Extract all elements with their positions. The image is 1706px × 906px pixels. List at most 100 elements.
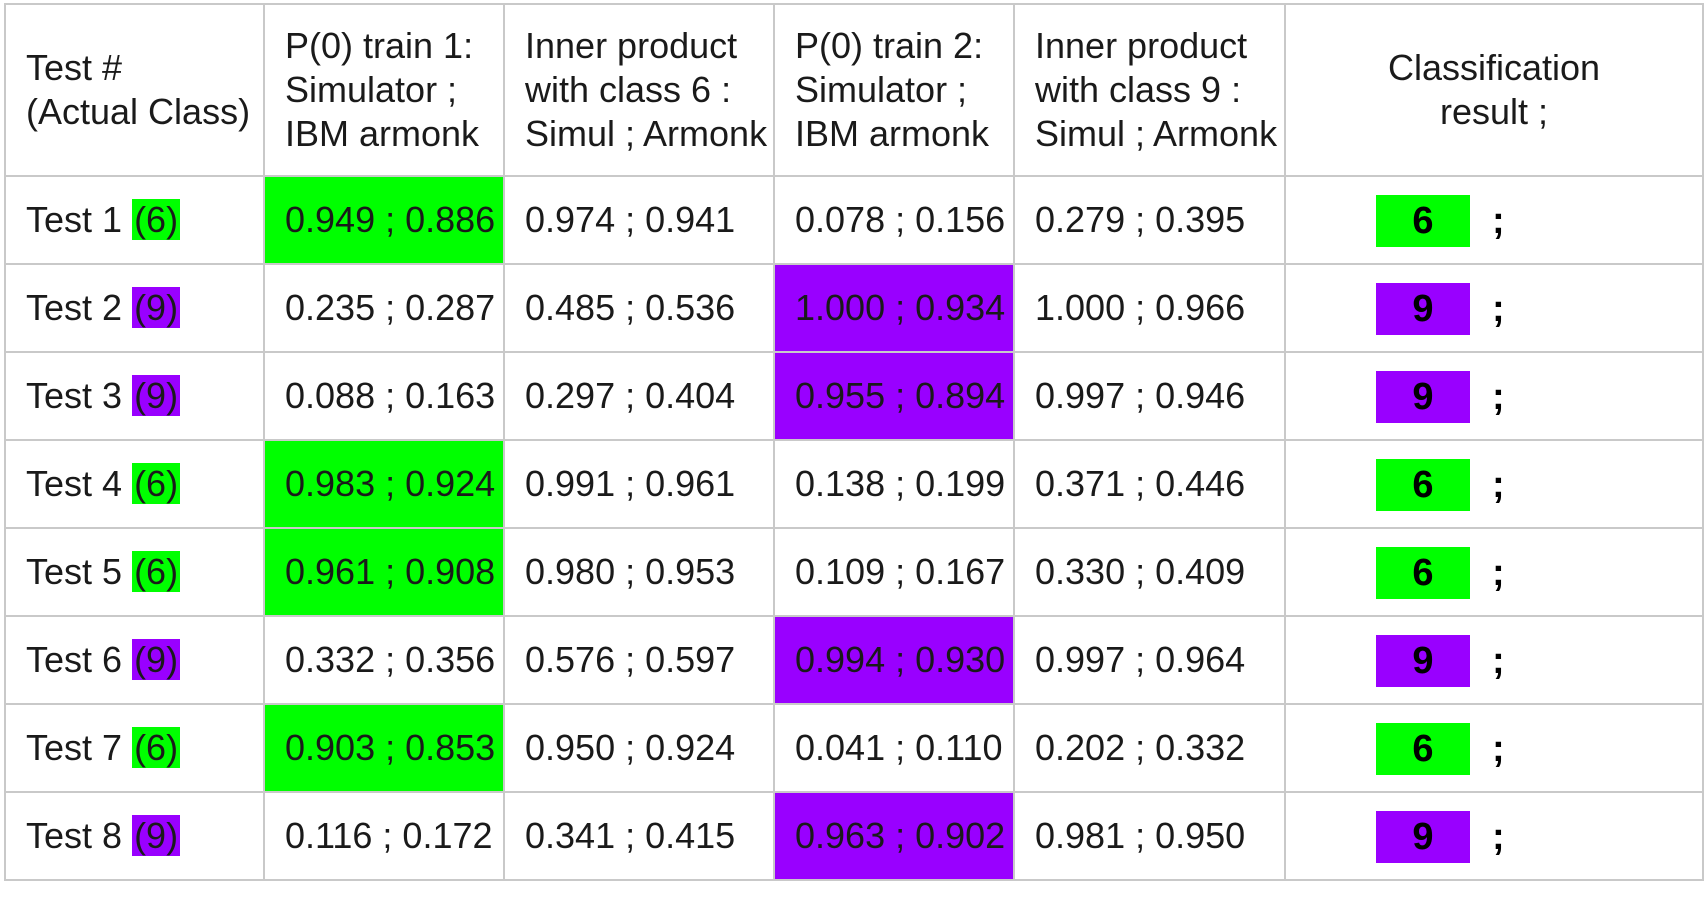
result-separator: ; (1492, 464, 1505, 506)
cell-p0-train1: 0.983 ; 0.924 (263, 439, 505, 529)
header-line: P(0) train 2: (795, 25, 984, 66)
header-p0-train1: P(0) train 1: Simulator ; IBM armonk (263, 3, 505, 177)
cell-inner-product-class9: 0.279 ; 0.395 (1013, 175, 1286, 265)
cell-inner-product-class9: 0.202 ; 0.332 (1013, 703, 1286, 793)
test-label: Test 3 (26, 375, 123, 416)
cell-classification-result: 6; (1284, 703, 1704, 793)
header-line: Test # (26, 47, 123, 88)
result-class-badge: 9 (1376, 283, 1470, 335)
cell-p0-train1: 0.332 ; 0.356 (263, 615, 505, 705)
cell-p0-train2: 0.138 ; 0.199 (773, 439, 1015, 529)
header-line: result ; (1439, 91, 1549, 132)
cell-p0-train1: 0.088 ; 0.163 (263, 351, 505, 441)
test-label: Test 4 (26, 463, 123, 504)
result-separator: ; (1492, 376, 1505, 418)
cell-test-number: Test 3 (9) (4, 351, 265, 441)
cell-p0-train1: 0.949 ; 0.886 (263, 175, 505, 265)
cell-p0-train2: 0.963 ; 0.902 (773, 791, 1015, 881)
table-row: Test 7 (6) 0.903 ; 0.853 0.950 ; 0.924 0.04… (4, 703, 1704, 793)
cell-test-number: Test 5 (6) (4, 527, 265, 617)
cell-p0-train2: 0.955 ; 0.894 (773, 351, 1015, 441)
cell-inner-product-class9: 0.371 ; 0.446 (1013, 439, 1286, 529)
results-table-container: Test # (Actual Class) P(0) train 1: Simu… (4, 3, 1704, 881)
result-class-badge: 6 (1376, 547, 1470, 599)
actual-class-tag: (9) (132, 815, 181, 856)
cell-test-number: Test 7 (6) (4, 703, 265, 793)
table-row: Test 4 (6) 0.983 ; 0.924 0.991 ; 0.961 0.13… (4, 439, 1704, 529)
result-separator: ; (1492, 640, 1505, 682)
cell-p0-train2: 1.000 ; 0.934 (773, 263, 1015, 353)
header-line: IBM armonk (285, 113, 480, 154)
header-inner-product-class9: Inner product with class 9 : Simul ; Arm… (1013, 3, 1286, 177)
actual-class-tag: (9) (132, 375, 181, 416)
cell-classification-result: 9; (1284, 351, 1704, 441)
table-row: Test 6 (9) 0.332 ; 0.356 0.576 ; 0.597 0.99… (4, 615, 1704, 705)
test-label: Test 5 (26, 551, 123, 592)
header-classification-result: Classification result ; (1284, 3, 1704, 177)
cell-classification-result: 9; (1284, 263, 1704, 353)
header-line: IBM armonk (795, 113, 990, 154)
cell-classification-result: 9; (1284, 615, 1704, 705)
table-body: Test 1 (6) 0.949 ; 0.886 0.974 ; 0.941 0.07… (4, 175, 1704, 881)
result-separator: ; (1492, 200, 1505, 242)
test-label: Test 7 (26, 727, 123, 768)
cell-classification-result: 6; (1284, 527, 1704, 617)
result-separator: ; (1492, 728, 1505, 770)
cell-inner-product-class9: 1.000 ; 0.966 (1013, 263, 1286, 353)
header-line: Inner product (1035, 25, 1248, 66)
cell-test-number: Test 4 (6) (4, 439, 265, 529)
cell-classification-result: 9; (1284, 791, 1704, 881)
cell-inner-product-class9: 0.997 ; 0.964 (1013, 615, 1286, 705)
cell-p0-train1: 0.961 ; 0.908 (263, 527, 505, 617)
cell-inner-product-class6: 0.485 ; 0.536 (503, 263, 775, 353)
table-row: Test 3 (9) 0.088 ; 0.163 0.297 ; 0.404 0.95… (4, 351, 1704, 441)
header-line: Simulator ; (285, 69, 458, 110)
header-line: with class 9 : (1035, 69, 1242, 110)
actual-class-tag: (9) (132, 639, 181, 680)
table-row: Test 2 (9) 0.235 ; 0.287 0.485 ; 0.536 1.00… (4, 263, 1704, 353)
cell-classification-result: 6; (1284, 439, 1704, 529)
cell-inner-product-class6: 0.297 ; 0.404 (503, 351, 775, 441)
header-inner-product-class6: Inner product with class 6 : Simul ; Arm… (503, 3, 775, 177)
result-separator: ; (1492, 288, 1505, 330)
cell-p0-train1: 0.116 ; 0.172 (263, 791, 505, 881)
actual-class-tag: (6) (132, 199, 181, 240)
cell-classification-result: 6; (1284, 175, 1704, 265)
cell-p0-train1: 0.903 ; 0.853 (263, 703, 505, 793)
test-label: Test 8 (26, 815, 123, 856)
cell-inner-product-class6: 0.576 ; 0.597 (503, 615, 775, 705)
header-line: P(0) train 1: (285, 25, 474, 66)
test-label: Test 1 (26, 199, 123, 240)
result-class-badge: 9 (1376, 635, 1470, 687)
header-line: Simul ; Armonk (1035, 113, 1278, 154)
cell-test-number: Test 8 (9) (4, 791, 265, 881)
result-class-badge: 6 (1376, 195, 1470, 247)
test-label: Test 2 (26, 287, 123, 328)
header-line: with class 6 : (525, 69, 732, 110)
actual-class-tag: (9) (132, 287, 181, 328)
cell-inner-product-class6: 0.991 ; 0.961 (503, 439, 775, 529)
actual-class-tag: (6) (132, 463, 181, 504)
header-line: Classification (1387, 47, 1601, 88)
cell-test-number: Test 2 (9) (4, 263, 265, 353)
cell-p0-train1: 0.235 ; 0.287 (263, 263, 505, 353)
actual-class-tag: (6) (132, 551, 181, 592)
result-separator: ; (1492, 552, 1505, 594)
cell-p0-train2: 0.109 ; 0.167 (773, 527, 1015, 617)
cell-inner-product-class9: 0.330 ; 0.409 (1013, 527, 1286, 617)
header-line: Simul ; Armonk (525, 113, 768, 154)
actual-class-tag: (6) (132, 727, 181, 768)
cell-inner-product-class9: 0.981 ; 0.950 (1013, 791, 1286, 881)
header-p0-train2: P(0) train 2: Simulator ; IBM armonk (773, 3, 1015, 177)
cell-inner-product-class6: 0.341 ; 0.415 (503, 791, 775, 881)
header-line: (Actual Class) (26, 91, 251, 132)
cell-inner-product-class6: 0.980 ; 0.953 (503, 527, 775, 617)
result-class-badge: 6 (1376, 459, 1470, 511)
classification-results-table: Test # (Actual Class) P(0) train 1: Simu… (4, 3, 1704, 881)
header-row: Test # (Actual Class) P(0) train 1: Simu… (4, 3, 1704, 177)
cell-inner-product-class9: 0.997 ; 0.946 (1013, 351, 1286, 441)
cell-test-number: Test 1 (6) (4, 175, 265, 265)
table-row: Test 8 (9) 0.116 ; 0.172 0.341 ; 0.415 0.96… (4, 791, 1704, 881)
result-class-badge: 9 (1376, 811, 1470, 863)
cell-p0-train2: 0.078 ; 0.156 (773, 175, 1015, 265)
